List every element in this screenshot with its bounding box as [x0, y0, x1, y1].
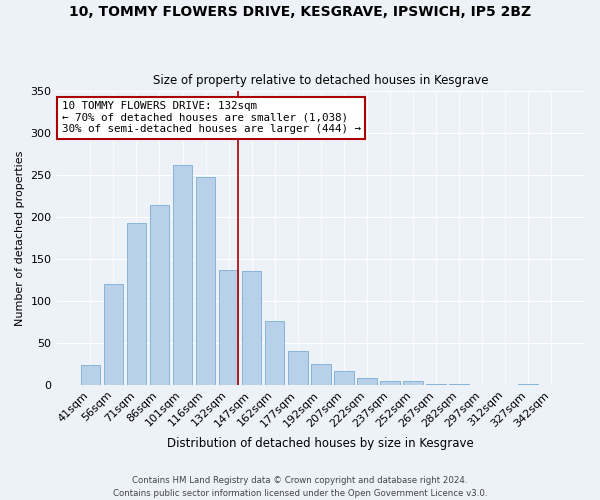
Bar	[149, 205, 169, 385]
Bar	[518, 384, 538, 385]
Bar	[426, 384, 446, 385]
Text: Contains HM Land Registry data © Crown copyright and database right 2024.
Contai: Contains HM Land Registry data © Crown c…	[113, 476, 487, 498]
Text: 10 TOMMY FLOWERS DRIVE: 132sqm
← 70% of detached houses are smaller (1,038)
30% : 10 TOMMY FLOWERS DRIVE: 132sqm ← 70% of …	[62, 101, 361, 134]
Bar	[403, 382, 423, 385]
X-axis label: Distribution of detached houses by size in Kesgrave: Distribution of detached houses by size …	[167, 437, 474, 450]
Bar	[357, 378, 377, 385]
Bar	[311, 364, 331, 385]
Bar	[288, 351, 308, 385]
Bar	[242, 270, 262, 385]
Text: 10, TOMMY FLOWERS DRIVE, KESGRAVE, IPSWICH, IP5 2BZ: 10, TOMMY FLOWERS DRIVE, KESGRAVE, IPSWI…	[69, 5, 531, 19]
Bar	[127, 223, 146, 385]
Bar	[104, 284, 123, 385]
Bar	[173, 165, 193, 385]
Bar	[334, 372, 353, 385]
Bar	[219, 270, 238, 385]
Title: Size of property relative to detached houses in Kesgrave: Size of property relative to detached ho…	[153, 74, 488, 87]
Bar	[380, 380, 400, 385]
Bar	[449, 384, 469, 385]
Y-axis label: Number of detached properties: Number of detached properties	[15, 150, 25, 326]
Bar	[196, 176, 215, 385]
Bar	[265, 321, 284, 385]
Bar	[80, 364, 100, 385]
